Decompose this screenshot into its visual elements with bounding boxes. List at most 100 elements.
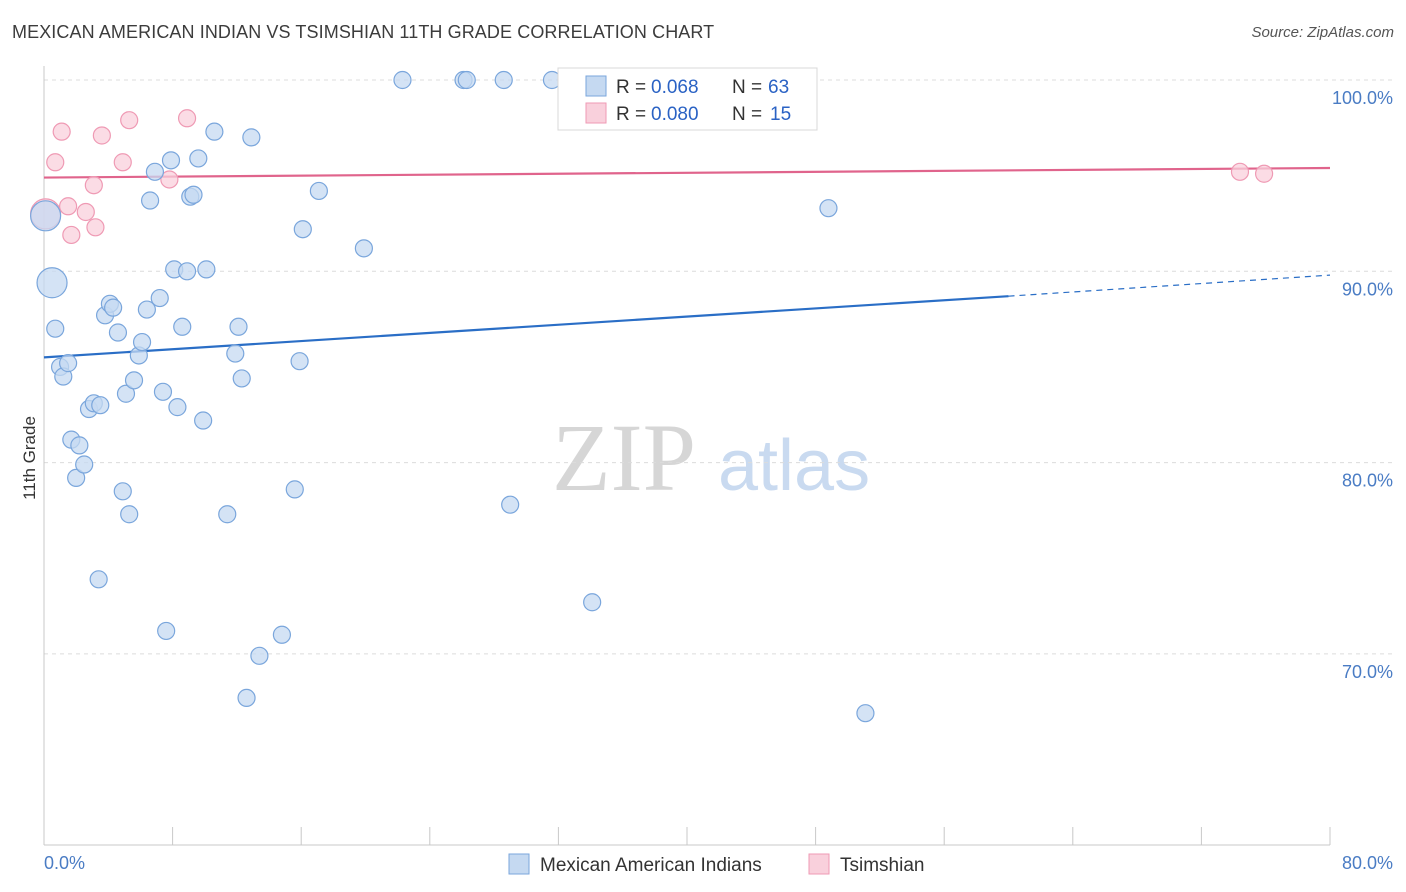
data-point-mexican-american-indians xyxy=(145,162,165,181)
chart-title: MEXICAN AMERICAN INDIAN VS TSIMSHIAN 11T… xyxy=(12,22,715,42)
data-point-mexican-american-indians xyxy=(177,262,197,281)
trend-line-pink xyxy=(43,166,1331,179)
data-point-mexican-american-indians xyxy=(108,323,128,342)
data-point-mexican-american-indians xyxy=(168,398,187,417)
data-point-mexican-american-indians xyxy=(218,505,237,524)
legend-r-value-pink: 0.080 xyxy=(651,104,699,125)
watermark-atlas: atlas xyxy=(718,426,870,506)
series-legend-swatch-blue xyxy=(508,853,530,875)
data-point-mexican-american-indians xyxy=(173,317,192,336)
data-point-mexican-american-indians xyxy=(30,200,62,232)
data-point-mexican-american-indians xyxy=(250,646,269,665)
y-tick-label: 90.0% xyxy=(1342,279,1393,299)
data-point-tsimshian xyxy=(160,170,179,189)
data-point-mexican-american-indians xyxy=(354,239,373,258)
data-point-mexican-american-indians xyxy=(150,288,169,308)
data-point-mexican-american-indians xyxy=(137,300,156,319)
y-tick-label: 100.0% xyxy=(1332,88,1393,108)
stats-legend: R = 0.068 N = 63 R = 0.080 N = 15 xyxy=(557,67,818,131)
data-point-mexican-american-indians xyxy=(272,625,292,644)
legend-r-label-pink: R = xyxy=(616,104,646,125)
data-point-mexican-american-indians xyxy=(104,298,123,317)
data-point-mexican-american-indians xyxy=(856,704,875,723)
legend-n-value-pink: 15 xyxy=(770,104,791,125)
legend-n-value-blue: 63 xyxy=(768,77,789,98)
legend-swatch-pink xyxy=(585,102,607,124)
y-tick-label: 70.0% xyxy=(1342,662,1393,682)
data-point-tsimshian xyxy=(62,225,81,245)
y-tick-label: 80.0% xyxy=(1342,471,1393,491)
data-point-mexican-american-indians xyxy=(184,185,203,204)
y-tick-labels: 70.0% 80.0% 90.0% 100.0% xyxy=(1332,88,1393,682)
axes xyxy=(43,66,1331,846)
data-point-tsimshian xyxy=(84,176,103,195)
data-point-mexican-american-indians xyxy=(457,70,476,90)
data-point-mexican-american-indians xyxy=(290,352,309,371)
trend-line-blue xyxy=(43,295,1009,359)
trend-line-blue-extension xyxy=(1008,274,1331,297)
data-point-mexican-american-indians xyxy=(197,260,216,279)
series-legend: Mexican American Indians Tsimshian xyxy=(508,853,924,876)
data-point-tsimshian xyxy=(59,197,78,216)
legend-r-label-blue: R = xyxy=(616,77,646,98)
data-point-tsimshian xyxy=(177,109,197,128)
legend-n-label-pink: N = xyxy=(732,104,762,125)
data-point-mexican-american-indians xyxy=(89,570,108,589)
data-point-mexican-american-indians xyxy=(116,384,136,403)
data-point-mexican-american-indians xyxy=(59,354,78,373)
data-point-tsimshian xyxy=(1254,164,1274,183)
data-point-mexican-american-indians xyxy=(293,220,312,239)
data-point-mexican-american-indians xyxy=(205,122,224,141)
data-point-mexican-american-indians xyxy=(285,480,304,499)
data-point-mexican-american-indians xyxy=(242,128,261,147)
legend-swatch-blue xyxy=(585,75,607,97)
data-point-mexican-american-indians xyxy=(237,688,256,707)
data-point-tsimshian xyxy=(86,218,105,237)
data-point-mexican-american-indians xyxy=(120,505,139,524)
data-point-mexican-american-indians xyxy=(501,495,520,514)
trend-lines xyxy=(43,166,1331,359)
data-point-mexican-american-indians xyxy=(113,482,132,501)
data-point-mexican-american-indians xyxy=(153,382,173,401)
x-tick-label-max: 80.0% xyxy=(1342,853,1393,873)
data-point-tsimshian xyxy=(92,126,111,145)
data-point-mexican-american-indians xyxy=(67,468,86,488)
data-point-mexican-american-indians xyxy=(91,396,110,415)
data-point-mexican-american-indians xyxy=(232,369,251,388)
data-point-mexican-american-indians xyxy=(393,70,412,90)
data-point-tsimshian xyxy=(120,111,139,130)
grid-lines xyxy=(44,79,1392,655)
data-point-mexican-american-indians xyxy=(132,332,152,352)
data-point-mexican-american-indians xyxy=(194,411,213,430)
data-point-mexican-american-indians xyxy=(229,317,248,336)
series-legend-label-blue: Mexican American Indians xyxy=(540,855,762,876)
data-point-mexican-american-indians xyxy=(157,621,176,641)
chart-source: Source: ZipAtlas.com xyxy=(1251,24,1394,41)
data-point-mexican-american-indians xyxy=(189,149,208,168)
data-point-mexican-american-indians xyxy=(161,151,181,170)
legend-n-label-blue: N = xyxy=(732,77,762,98)
data-point-mexican-american-indians xyxy=(75,455,94,474)
data-point-mexican-american-indians xyxy=(309,181,328,201)
data-point-mexican-american-indians xyxy=(226,344,245,363)
data-point-mexican-american-indians xyxy=(46,319,65,338)
data-point-tsimshian xyxy=(76,202,95,222)
data-point-tsimshian xyxy=(1230,162,1250,181)
data-point-mexican-american-indians xyxy=(124,371,144,390)
legend-r-value-blue: 0.068 xyxy=(651,77,699,98)
data-point-tsimshian xyxy=(46,153,65,172)
data-point-mexican-american-indians xyxy=(494,70,513,90)
y-axis-label: 11th Grade xyxy=(20,416,39,500)
data-point-mexican-american-indians xyxy=(819,199,838,218)
watermark-zip: ZIP xyxy=(552,404,696,511)
data-point-tsimshian xyxy=(52,122,71,141)
scatter-points xyxy=(30,70,1274,723)
data-point-mexican-american-indians xyxy=(70,436,89,455)
data-point-tsimshian xyxy=(113,153,132,172)
data-point-mexican-american-indians xyxy=(583,593,602,612)
series-legend-swatch-pink xyxy=(808,853,830,875)
data-point-mexican-american-indians xyxy=(36,267,68,299)
x-tick-label-min: 0.0% xyxy=(44,853,85,873)
series-legend-label-pink: Tsimshian xyxy=(840,855,924,876)
